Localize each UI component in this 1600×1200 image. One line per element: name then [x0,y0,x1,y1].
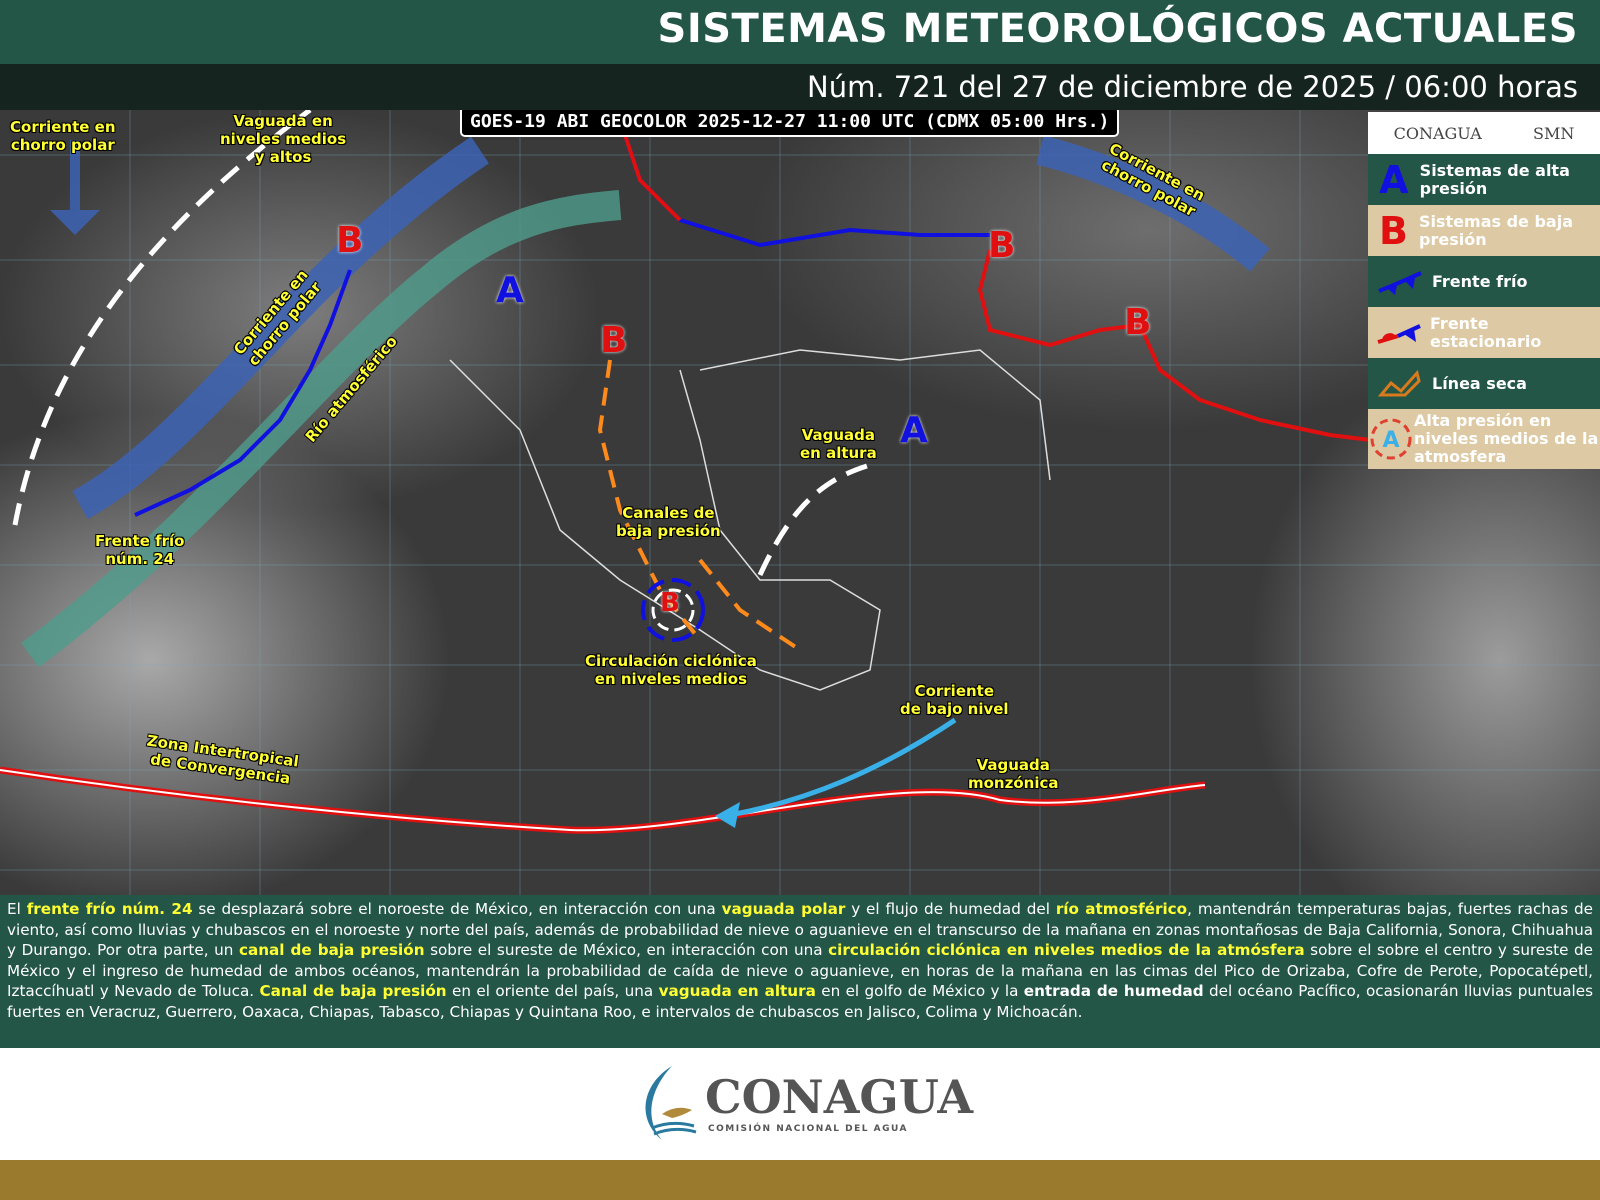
highlighted-phrase: río atmosférico [1055,900,1188,918]
dry-line-canal [597,359,702,642]
highlighted-phrase: vaguada en altura [658,982,816,1000]
coastline-mexico [449,359,881,691]
cold-front-24 [134,269,352,517]
bulletin-text: El frente frío núm. 24 se desplazará sob… [0,895,1600,1048]
dry-line-canal-2 [698,558,802,652]
text-run: del océano Pacífico, ocasionarán lluvias… [7,982,1593,1021]
label-vaguada-altura: Vaguada en altura [800,426,877,462]
page-title: SISTEMAS METEOROLÓGICOS ACTUALES [657,6,1578,52]
low-pressure-symbol: B [600,320,628,361]
footer-bar [0,1160,1600,1200]
text-run: sobre el sobre el centro y sureste de Mé… [7,941,1593,1000]
dry-line-icon [1368,369,1432,399]
stationary-front-icon [1368,320,1430,346]
conagua-logo-icon [645,1066,697,1140]
satellite-timestamp: GOES-19 ABI GEOCOLOR 2025-12-27 11:00 UT… [460,110,1120,137]
mid-level-high-icon: A [1368,416,1414,462]
text-run: y el flujo de humedad del [845,900,1056,918]
high-symbol-icon: A [1379,157,1409,202]
cold-front-icon [1368,269,1432,295]
conagua-logo-text: CONAGUA [705,1070,974,1124]
text-run: en el golfo de México y la [815,982,1024,1000]
high-pressure-symbol: A [496,270,524,311]
legend-item-cold-front: Frente frío [1368,256,1600,307]
low-level-jet-arrow [729,717,957,818]
label-jet-polar-nw: Corriente en chorro polar [10,118,116,154]
svg-text:A: A [1382,428,1399,453]
label-circulacion: Circulación ciclónica en niveles medios [585,652,757,688]
low-pressure-symbol: B [988,225,1016,266]
coastline-gulf [699,349,1051,481]
label-vaguada-medios: Vaguada en niveles medios y altos [220,112,347,166]
highlighted-phrase: canal de baja presión [238,941,425,959]
text-run: , mantendrán temperaturas bajas, fuertes… [7,900,1593,959]
text-run: en el oriente del país, una [446,982,659,1000]
text-run: El [7,900,27,918]
highlighted-phrase: vaguada polar [721,900,846,918]
footer-logo-area: CONAGUA COMISIÓN NACIONAL DEL AGUA [0,1048,1600,1160]
upper-trough-gulf-dashed [757,462,871,577]
low-pressure-symbol: B [660,588,680,618]
bulletin-number-date: Núm. 721 del 27 de diciembre de 2025 / 0… [807,70,1578,104]
legend: CONAGUA SMN A Sistemas de alta presión B Si… [1368,112,1600,469]
highlighted-phrase: frente frío núm. 24 [26,900,193,918]
text-run: sobre el sureste de México, en interacci… [424,941,829,959]
jet-stream-nw-arrow [50,140,100,235]
legend-logos: CONAGUA SMN [1368,112,1600,154]
high-pressure-symbol: A [900,410,928,451]
cyclonic-circulation [641,578,705,642]
low-symbol-icon: B [1379,208,1408,253]
legend-item-dry-line: Línea seca [1368,358,1600,409]
jet-stream-ne-arrow [1036,135,1270,272]
highlighted-phrase: circulación ciclónica en niveles medios … [828,941,1305,959]
text-run: se desplazará sobre el noroeste de Méxic… [192,900,722,918]
subheader-bar: Núm. 721 del 27 de diciembre de 2025 / 0… [0,64,1600,110]
weather-map: GOES-19 ABI GEOCOLOR 2025-12-27 11:00 UT… [0,110,1600,895]
upper-trough-dashed [12,110,312,526]
highlighted-phrase: Canal de baja presión [259,982,447,1000]
label-corriente-bajo: Corriente de bajo nivel [900,682,1009,718]
label-canales: Canales de baja presión [616,504,721,540]
label-vaguada-monzonica: Vaguada monzónica [968,756,1059,792]
stationary-front-east [977,249,1371,442]
bold-phrase: entrada de humedad [1023,982,1204,1000]
legend-item-high: A Sistemas de alta presión [1368,154,1600,205]
map-overlay [0,110,1600,895]
label-frente-frio: Frente frío núm. 24 [95,532,185,568]
legend-item-low: B Sistemas de baja presión [1368,205,1600,256]
conagua-logo-subtitle: COMISIÓN NACIONAL DEL AGUA [708,1124,909,1134]
smn-logo: SMN [1533,123,1575,143]
legend-item-stationary-front: Frente estacionario [1368,307,1600,358]
low-pressure-symbol: B [336,220,364,261]
low-pressure-symbol: B [1124,302,1152,343]
header-bar: SISTEMAS METEOROLÓGICOS ACTUALES [0,0,1600,64]
atmospheric-river-arrow [21,190,622,668]
stationary-front-north [623,134,990,248]
legend-item-mid-level-high: A Alta presión en niveles medios de la at… [1368,409,1600,469]
jet-stream-polar-arrow [72,136,489,520]
conagua-logo: CONAGUA [1393,123,1482,143]
